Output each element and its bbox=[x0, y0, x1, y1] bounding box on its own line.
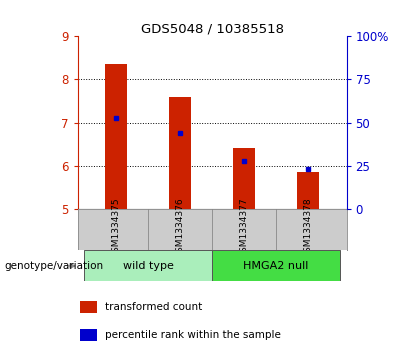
Bar bbox=[169, 97, 191, 209]
Text: percentile rank within the sample: percentile rank within the sample bbox=[105, 330, 281, 340]
Bar bbox=[105, 64, 127, 209]
Text: GSM1334376: GSM1334376 bbox=[176, 197, 185, 258]
Text: GSM1334377: GSM1334377 bbox=[239, 197, 249, 258]
Bar bbox=[297, 172, 319, 209]
Text: HMGA2 null: HMGA2 null bbox=[244, 261, 309, 271]
Text: genotype/variation: genotype/variation bbox=[4, 261, 103, 271]
Text: GSM1334375: GSM1334375 bbox=[112, 197, 121, 258]
Text: transformed count: transformed count bbox=[105, 302, 202, 312]
Bar bbox=[84, 250, 212, 281]
Text: wild type: wild type bbox=[123, 261, 173, 271]
Title: GDS5048 / 10385518: GDS5048 / 10385518 bbox=[141, 22, 284, 35]
Text: GSM1334378: GSM1334378 bbox=[304, 197, 312, 258]
Bar bbox=[80, 301, 97, 313]
Bar bbox=[212, 250, 340, 281]
Bar bbox=[233, 148, 255, 209]
Bar bbox=[80, 329, 97, 341]
